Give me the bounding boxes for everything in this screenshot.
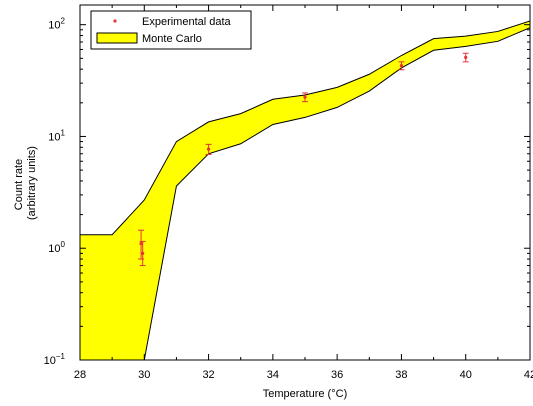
x-tick-label: 42 (524, 369, 533, 381)
y-tick-exponent: 2 (61, 17, 66, 26)
x-axis-label: Temperature (°C) (263, 388, 347, 400)
point-marker (141, 251, 145, 255)
x-tick-label: 36 (331, 369, 343, 381)
y-tick-exponent: 0 (61, 240, 66, 249)
data-point (205, 143, 212, 155)
y-axis-label: Count rate (arbitrary units) (13, 146, 38, 220)
legend-point-marker (113, 19, 117, 23)
band-fill (80, 20, 530, 360)
point-marker (139, 242, 143, 246)
data-point (138, 229, 145, 260)
x-tick-label: 30 (138, 369, 150, 381)
legend-band-swatch (96, 32, 138, 44)
legend-box (90, 10, 252, 50)
data-point (462, 52, 469, 63)
x-tick-label: 34 (267, 369, 279, 381)
x-axis: 28 30 32 34 36 38 40 42 (74, 5, 533, 381)
x-tick-label: 38 (395, 369, 407, 381)
y-tick-label: 100 (48, 240, 65, 255)
point-marker (303, 95, 307, 99)
legend-label-experimental: Experimental data (142, 16, 232, 28)
data-point (398, 61, 405, 71)
y-tick-label: 10−1 (44, 352, 66, 367)
y-tick-label: 102 (48, 17, 65, 32)
y-tick-label: 101 (48, 128, 65, 143)
y-axis-label-line-2: (arbitrary units) (26, 146, 38, 220)
y-axis-label-line-1: Count rate (13, 159, 25, 210)
legend-entry-experimental: Experimental data (113, 16, 232, 28)
monte-carlo-band (80, 20, 530, 360)
x-tick-label: 40 (460, 369, 472, 381)
point-marker (464, 55, 468, 59)
band-lower-edge (80, 27, 530, 360)
legend-entry-monte-carlo: Monte Carlo (96, 32, 202, 45)
x-tick-label: 32 (202, 369, 214, 381)
y-tick-exponent: −1 (56, 352, 66, 361)
data-point (139, 240, 146, 267)
data-point (302, 92, 308, 103)
legend-label-monte-carlo: Monte Carlo (142, 33, 202, 45)
point-marker (206, 147, 211, 151)
x-tick-label: 28 (74, 369, 86, 381)
point-marker (399, 64, 404, 68)
legend: Experimental data Monte Carlo (90, 10, 252, 50)
experimental-data-series (138, 52, 469, 267)
y-tick-exponent: 1 (61, 128, 66, 137)
